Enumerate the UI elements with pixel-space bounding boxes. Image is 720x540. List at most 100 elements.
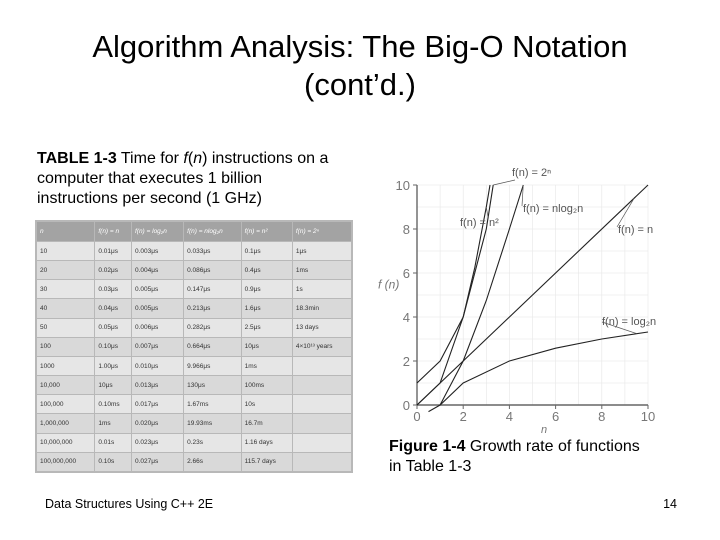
timing-table: n f(n) = n f(n) = log₂n f(n) = nlog₂n f(… [36,221,352,472]
table-cell: 1000 [37,356,95,376]
table-cell: 50 [37,318,95,337]
table-caption-text2: ) instructions on a computer that execut… [37,150,329,207]
series-line [439,184,524,406]
series-line [416,184,649,406]
table-cell: 1.00μs [95,356,131,376]
x-tick-label: 8 [598,409,605,424]
table-cell: 40 [37,299,95,318]
table-cell [292,395,351,414]
table-cell: 1.16 days [241,433,292,452]
table-cell: 0.10μs [95,337,131,356]
series-label: f(n) = 2ⁿ [512,167,551,179]
table-cell [292,376,351,395]
series-leader-line [616,198,635,228]
col-f-nlog: f(n) = nlog₂n [184,222,241,241]
table-cell: 1s [292,280,351,299]
growth-rate-chart: 0 2 4 6 8 10 0 2 4 6 8 10 n f (n) f(n) = 2ⁿ f(n) = n² f(… [378,167,656,433]
table-cell: 1.6μs [241,299,292,318]
table-cell: 0.213μs [184,299,241,318]
table-row: 1,000,000 1ms 0.020μs 19.93ms 16.7m [37,414,351,433]
figure-caption-label: Figure 1-4 [389,438,466,455]
table-cell: 1.67ms [184,395,241,414]
series-leader-line [521,184,524,207]
table-cell: 0.086μs [184,261,241,280]
table-cell: 2.5μs [241,318,292,337]
footer-text: Data Structures Using C++ 2E [45,497,214,511]
table-cell: 100 [37,337,95,356]
col-n: n [37,222,95,241]
table-cell: 0.282μs [184,318,241,337]
table-row: 50 0.05μs 0.006μs 0.282μs 2.5μs 13 days [37,318,351,337]
table-cell: 100,000 [37,395,95,414]
table-row: 10,000,000 0.01s 0.023μs 0.23s 1.16 days [37,433,351,452]
page-number: 14 [663,497,677,511]
table-row: 10 0.01μs 0.003μs 0.033μs 0.1μs 1μs [37,242,351,261]
table-cell: 0.1μs [241,242,292,261]
table-caption-f: f [183,150,188,167]
table-cell: 10 [37,242,95,261]
table-cell: 20 [37,261,95,280]
series-leader-line [493,179,516,186]
table-cell: 0.02μs [95,261,131,280]
table-cell: 115.7 days [241,452,292,471]
timing-table-image: n f(n) = n f(n) = log₂n f(n) = nlog₂n f(… [35,220,353,473]
table-cell: 0.147μs [184,280,241,299]
x-axis-label: n [541,424,547,433]
series-label: f(n) = nlog₂n [523,203,583,215]
table-cell: 0.003μs [131,242,184,261]
table-cell: 0.033μs [184,242,241,261]
table-caption-text1: Time for [116,150,184,167]
y-tick-label: 6 [403,266,410,281]
table-cell: 1,000,000 [37,414,95,433]
chart-lines [416,179,649,413]
series-leader-line [485,206,489,218]
table-cell: 4×10¹³ years [292,337,351,356]
y-tick-label: 0 [403,398,410,413]
table-cell: 0.006μs [131,318,184,337]
table-cell: 0.05μs [95,318,131,337]
table-cell: 10μs [95,376,131,395]
table-row: 10,000 10μs 0.013μs 130μs 100ms [37,376,351,395]
title-line-2: (cont’d.) [304,67,416,102]
table-row: 1000 1.00μs 0.010μs 9.966μs 1ms [37,356,351,376]
slide-title: Algorithm Analysis: The Big-O Notation (… [0,28,720,104]
table-cell: 0.664μs [184,337,241,356]
table-cell: 0.013μs [131,376,184,395]
figure-caption-text: Growth rate of functions in Table 1-3 [389,438,640,475]
table-cell: 30 [37,280,95,299]
table-row: 100 0.10μs 0.007μs 0.664μs 10μs 4×10¹³ years [37,337,351,356]
table-cell: 0.23s [184,433,241,452]
chart-grid [417,184,649,405]
table-caption-n: n [193,150,203,167]
table-body: 10 0.01μs 0.003μs 0.033μs 0.1μs 1μs 20 0.02μs 0.… [37,242,351,471]
table-cell [292,433,351,452]
y-tick-label: 4 [403,310,410,325]
table-caption-label: TABLE 1-3 [37,150,117,167]
table-cell: 1μs [292,242,351,261]
col-f-n2: f(n) = n² [241,222,292,241]
x-tick-label: 4 [506,409,513,424]
table-header-row: n f(n) = n f(n) = log₂n f(n) = nlog₂n f(… [37,222,351,241]
x-tick-label: 2 [460,409,467,424]
table-cell: 130μs [184,376,241,395]
table-cell: 0.020μs [131,414,184,433]
table-cell: 0.9μs [241,280,292,299]
table-cell: 10μs [241,337,292,356]
x-tick-label: 10 [641,409,655,424]
table-row: 100,000,000 0.10s 0.027μs 2.66s 115.7 days [37,452,351,471]
table-cell: 10s [241,395,292,414]
table-cell: 0.10s [95,452,131,471]
table-cell: 0.01μs [95,242,131,261]
table-cell: 10,000 [37,376,95,395]
table-row: 20 0.02μs 0.004μs 0.086μs 0.4μs 1ms [37,261,351,280]
table-cell: 16.7m [241,414,292,433]
y-axis-label: f (n) [378,277,399,291]
table-cell: 0.4μs [241,261,292,280]
table-cell [292,414,351,433]
table-cell: 0.027μs [131,452,184,471]
table-cell: 10,000,000 [37,433,95,452]
table-row: 30 0.03μs 0.005μs 0.147μs 0.9μs 1s [37,280,351,299]
figure-caption: Figure 1-4 Growth rate of functions in T… [389,437,649,477]
series-label: f(n) = n² [460,217,499,229]
table-cell: 0.005μs [131,299,184,318]
